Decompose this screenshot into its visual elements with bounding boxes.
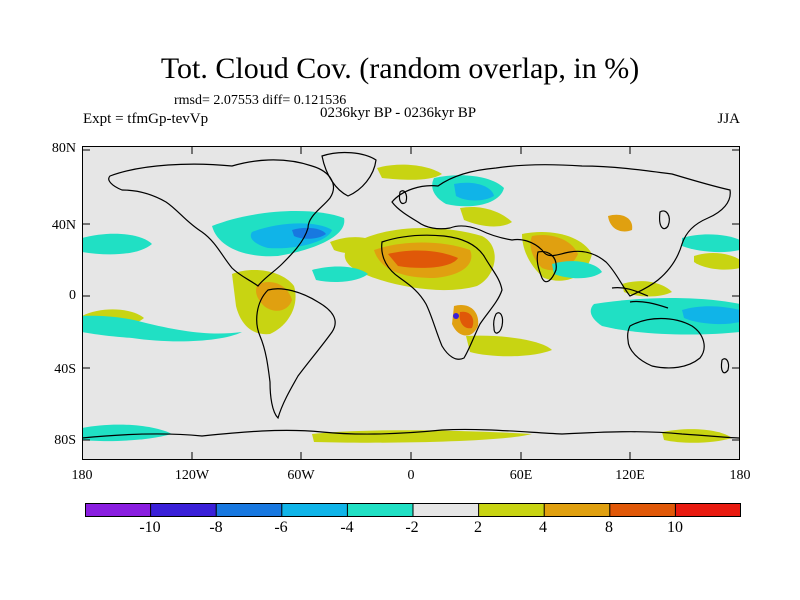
coastline-south-america [256,288,336,420]
x-tick-label: 120E [615,468,645,483]
negative-core [453,313,459,319]
colorbar-swatch [216,503,282,517]
coastline-africa [381,234,503,360]
experiment-label: Expt = tfmGp-tevVp [83,111,209,127]
colorbar-label: 4 [539,519,547,536]
negative-region [82,315,242,342]
coastline-greenland [321,151,377,197]
period-label: 0236kyr BP - 0236kyr BP [320,105,477,121]
y-tick-label: 0 [69,288,76,303]
colorbar-label: -2 [405,519,419,536]
colorbar-label: -6 [274,519,288,536]
positive-region [466,335,552,357]
negative-region [682,234,740,253]
colorbar-swatch [478,503,545,517]
coastline-madagascar [493,312,504,334]
colorbar-swatch [413,503,479,517]
y-tick-label: 80N [51,141,76,156]
negative-region [552,261,602,279]
colorbar-label: -8 [209,519,223,536]
y-tick-label: 40N [51,218,76,233]
colorbar-label: -10 [139,519,161,536]
coastline-uk [398,190,408,205]
positive-region [377,164,442,180]
colorbar-swatch [609,503,676,517]
colorbar-swatch [150,503,217,517]
x-tick-label: 60W [287,468,315,483]
positive-region [622,281,672,297]
negative-region-strong [454,182,494,201]
colorbar-swatch [281,503,348,517]
coastline-eurasia [391,164,731,297]
coastline-new-zealand [720,358,730,374]
coastline-antarctica [82,428,740,439]
positive-core [388,250,458,268]
positive-region [312,430,532,443]
colorbar-swatch [347,503,413,517]
colorbar-swatch [675,503,741,517]
x-tick-label: 180 [729,468,751,483]
negative-region-strong [292,227,326,239]
season-label: JJA [717,111,740,127]
x-tick-label: 0 [407,468,415,483]
colorbar-swatch [85,503,151,517]
axis-ticks [82,146,740,460]
positive-region [662,429,732,443]
negative-region [82,424,172,442]
coastline-australia [627,317,705,369]
x-tick-label: 120W [174,468,210,483]
x-tick-label: 60E [509,468,533,483]
positive-region [460,206,512,227]
colorbar-label: 2 [474,519,482,536]
x-tick-label: 180 [71,468,93,483]
negative-region [82,233,152,255]
positive-region-strong [608,214,633,232]
y-tick-label: 40S [54,362,76,377]
coastline-india [536,251,557,283]
stats-label: rmsd= 2.07553 diff= 0.121536 [174,93,347,108]
coastline-japan [659,210,670,230]
negative-region-strong [682,306,740,325]
coastline-north-america [108,159,334,287]
colorbar [85,503,741,517]
colorbar-swatch [544,503,610,517]
negative-region [312,266,368,282]
colorbar-label: 10 [667,519,683,536]
chart-title: Tot. Cloud Cov. (random overlap, in %) [160,52,640,85]
coastlines [82,151,740,439]
coastline-indonesia [611,287,669,309]
y-tick-label: 80S [54,433,76,448]
colorbar-label: 8 [605,519,613,536]
positive-region [694,253,740,270]
positive-core [459,311,474,329]
colorbar-label: -4 [340,519,354,536]
anomaly-map [82,146,740,460]
anomaly-fields [82,164,740,443]
